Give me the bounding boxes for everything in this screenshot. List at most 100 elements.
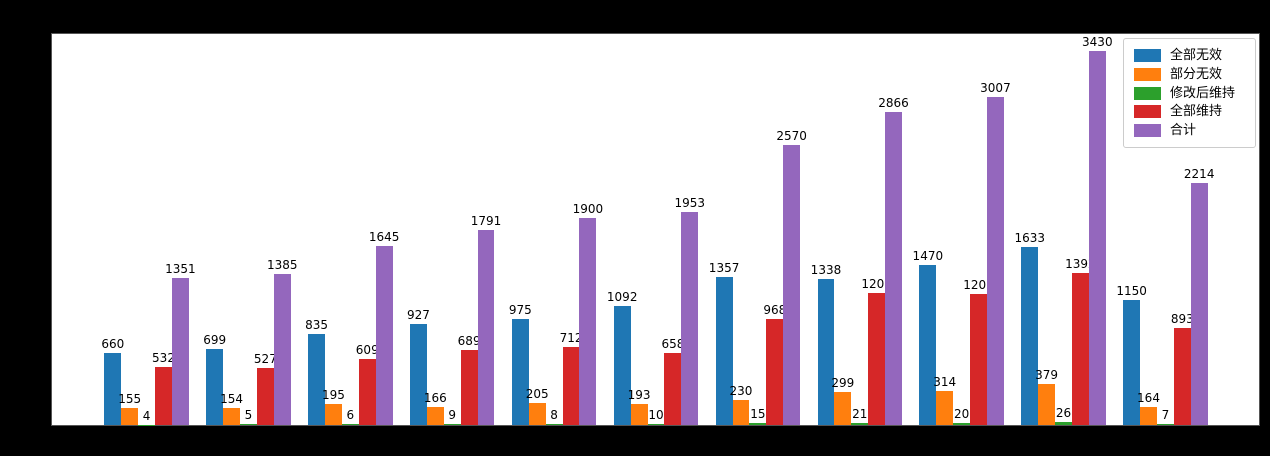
bar-series3-group3: [460, 349, 478, 425]
bar-series2-group4: [545, 424, 563, 425]
bar-value-label: 1357: [708, 260, 740, 275]
bar-value-label: 1203: [963, 277, 994, 292]
legend-item-0: 全部无效: [1134, 47, 1249, 64]
legend-swatch-icon: [1134, 105, 1161, 119]
legend-item-4: 合计: [1134, 122, 1249, 139]
bar-series2-group1: [240, 424, 257, 425]
bar-series2-group2: [341, 424, 359, 425]
bar-value-label: 1385: [266, 257, 298, 272]
legend-item-1: 部分无效: [1134, 66, 1249, 83]
bar-series0-group10: [1123, 299, 1141, 425]
bar-series1-group8: [936, 390, 954, 425]
bar-value-label: 1338: [810, 263, 842, 278]
bar-value-label: 3430: [1082, 34, 1113, 49]
bar-series2-group6: [749, 423, 767, 425]
bar-value-label: 1092: [606, 289, 638, 304]
bar-series4-group1: [273, 273, 291, 425]
legend-label: 修改后维持: [1170, 85, 1236, 101]
bar-value-label: 1150: [1116, 283, 1147, 298]
bar-value-label: 1645: [368, 229, 400, 244]
bar-series4-group10: [1190, 183, 1208, 425]
bar-series1-group2: [325, 403, 342, 425]
bar-series4-group9: [1088, 50, 1106, 425]
bar-series2-group7: [851, 422, 869, 425]
legend-swatch-icon: [1134, 49, 1161, 62]
bar-series0-group5: [613, 305, 631, 425]
bar-series2-group9: [1055, 422, 1072, 425]
bar-series2-group8: [953, 422, 971, 425]
bar-value-label: 15: [750, 407, 766, 422]
bar-value-label: 1392: [1065, 257, 1096, 272]
legend-item-2: 修改后维持: [1134, 85, 1249, 102]
bar-value-label: 3007: [980, 80, 1011, 95]
bar-series3-group0: [155, 366, 172, 425]
bar-value-label: 927: [406, 307, 430, 322]
bar-series0-group9: [1021, 246, 1039, 425]
bar-series2-group5: [647, 423, 665, 425]
bar-value-label: 4: [142, 408, 151, 423]
bar-value-label: 658: [661, 337, 685, 352]
bar-value-label: 166: [423, 390, 447, 405]
bar-value-label: 164: [1137, 391, 1160, 406]
bar-series0-group7: [817, 279, 835, 425]
bar-series1-group9: [1038, 383, 1056, 425]
bar-value-label: 893: [1170, 311, 1194, 326]
bar-value-label: 689: [457, 333, 481, 348]
bar-value-label: 2570: [776, 128, 807, 143]
bar-value-label: 230: [729, 383, 753, 398]
bar-series3-group2: [358, 358, 376, 425]
legend-swatch-icon: [1134, 86, 1161, 100]
bar-series2-group10: [1156, 424, 1174, 425]
bar-series4-group3: [477, 229, 495, 425]
bar-series4-group0: [171, 277, 189, 425]
bar-series3-group5: [664, 353, 682, 425]
bar-value-label: 699: [203, 332, 227, 347]
bar-series3-group10: [1173, 327, 1191, 425]
bar-value-label: 10: [648, 407, 664, 422]
bar-series0-group0: [104, 353, 122, 425]
bar-series1-group4: [528, 402, 546, 425]
bar-series0-group4: [511, 318, 529, 425]
bar-value-label: 1208: [861, 277, 892, 292]
legend: 全部无效部分无效修改后维持全部维持合计: [1123, 38, 1256, 148]
bar-series4-group2: [375, 245, 393, 425]
bar-value-label: 154: [220, 392, 244, 407]
bar-series4-group6: [783, 144, 801, 425]
bar-value-label: 20: [953, 406, 970, 421]
legend-swatch-icon: [1134, 124, 1161, 137]
bar-value-label: 8: [550, 408, 558, 423]
bar-value-label: 193: [627, 387, 651, 402]
legend-item-3: 全部维持: [1134, 103, 1249, 120]
bar-value-label: 527: [253, 351, 277, 366]
bar-value-label: 9: [448, 408, 457, 423]
bar-value-label: 532: [152, 350, 175, 365]
bar-series4-group5: [681, 211, 699, 425]
bar-value-label: 1351: [165, 261, 196, 276]
legend-label: 全部无效: [1170, 48, 1223, 63]
bar-series1-group3: [426, 406, 444, 425]
legend-swatch-icon: [1134, 67, 1161, 81]
bar-series1-group7: [834, 392, 852, 425]
bar-series2-group3: [443, 424, 461, 425]
bar-series4-group7: [885, 112, 902, 425]
bar-value-label: 314: [933, 374, 957, 389]
legend-label: 全部维持: [1170, 104, 1223, 120]
bar-series3-group8: [970, 293, 987, 425]
bar-value-label: 5: [244, 408, 253, 423]
bar-value-label: 975: [508, 302, 532, 317]
bar-series1-group5: [630, 403, 648, 425]
legend-label: 合计: [1170, 123, 1197, 138]
bar-value-label: 21: [852, 406, 868, 421]
bar-value-label: 7: [1161, 408, 1170, 423]
bar-series1-group0: [121, 408, 139, 425]
bar-value-label: 1900: [572, 201, 604, 216]
bar-value-label: 1791: [470, 213, 502, 228]
bar-value-label: 712: [559, 331, 583, 346]
bar-value-label: 195: [322, 387, 345, 402]
bar-series0-group1: [206, 348, 224, 425]
bar-value-label: 299: [831, 376, 855, 391]
bar-series3-group4: [562, 347, 580, 425]
bar-series0-group6: [715, 276, 733, 425]
bar-series0-group8: [919, 264, 937, 425]
